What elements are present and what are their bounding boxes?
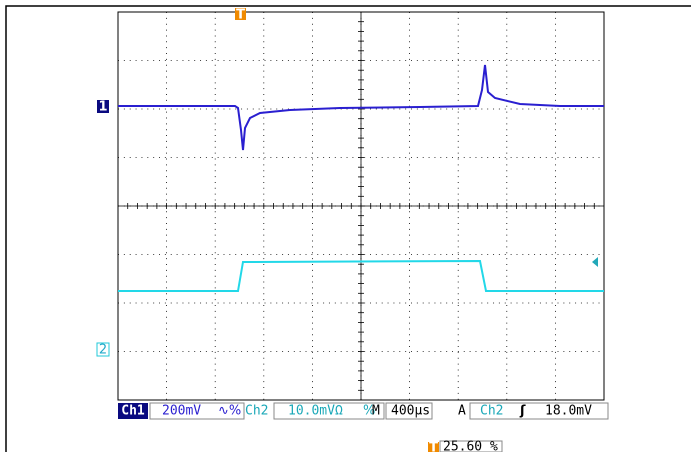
trigger-level-marker	[592, 257, 598, 267]
ch2-scale: 10.0mVΩ	[288, 404, 343, 419]
trigger-source: Ch2	[480, 404, 503, 419]
ch1-label-box	[118, 403, 148, 419]
ch1-label: Ch1	[121, 404, 145, 419]
ch1-trace	[118, 64, 604, 151]
trigger-position-icon-text: T	[429, 441, 438, 452]
ch1-marker-text: 1	[98, 100, 107, 115]
ch1-scale: 200mV	[162, 404, 201, 419]
trigger-slope: ʃ	[519, 404, 526, 419]
timebase: 400µs	[391, 404, 430, 419]
ch1-scale-box	[149, 402, 245, 420]
ch1-coupling: ∿%	[218, 404, 241, 419]
ch2-trace	[118, 259, 604, 292]
timebase-label: M	[372, 404, 380, 419]
trigger-marker-text: T	[236, 8, 245, 23]
graticule	[117, 11, 605, 401]
frame	[5, 5, 691, 452]
trigger-level: 18.0mV	[545, 404, 592, 419]
ch2-marker-text: 2	[99, 343, 107, 358]
trigger-marker	[235, 8, 246, 20]
trigger-box	[469, 402, 609, 420]
ch2-marker	[96, 342, 110, 357]
trigger-position: 25.60 %	[443, 440, 498, 452]
ch1-marker	[97, 100, 109, 113]
trigger-position-box	[439, 440, 503, 452]
trigger-mode: A	[458, 404, 466, 419]
timebase-box	[385, 402, 433, 420]
trigger-position-icon	[428, 442, 439, 452]
ch2-coupling: %	[363, 404, 375, 419]
ch2-scale-box	[273, 402, 385, 420]
ch2-label: Ch2	[245, 404, 268, 419]
